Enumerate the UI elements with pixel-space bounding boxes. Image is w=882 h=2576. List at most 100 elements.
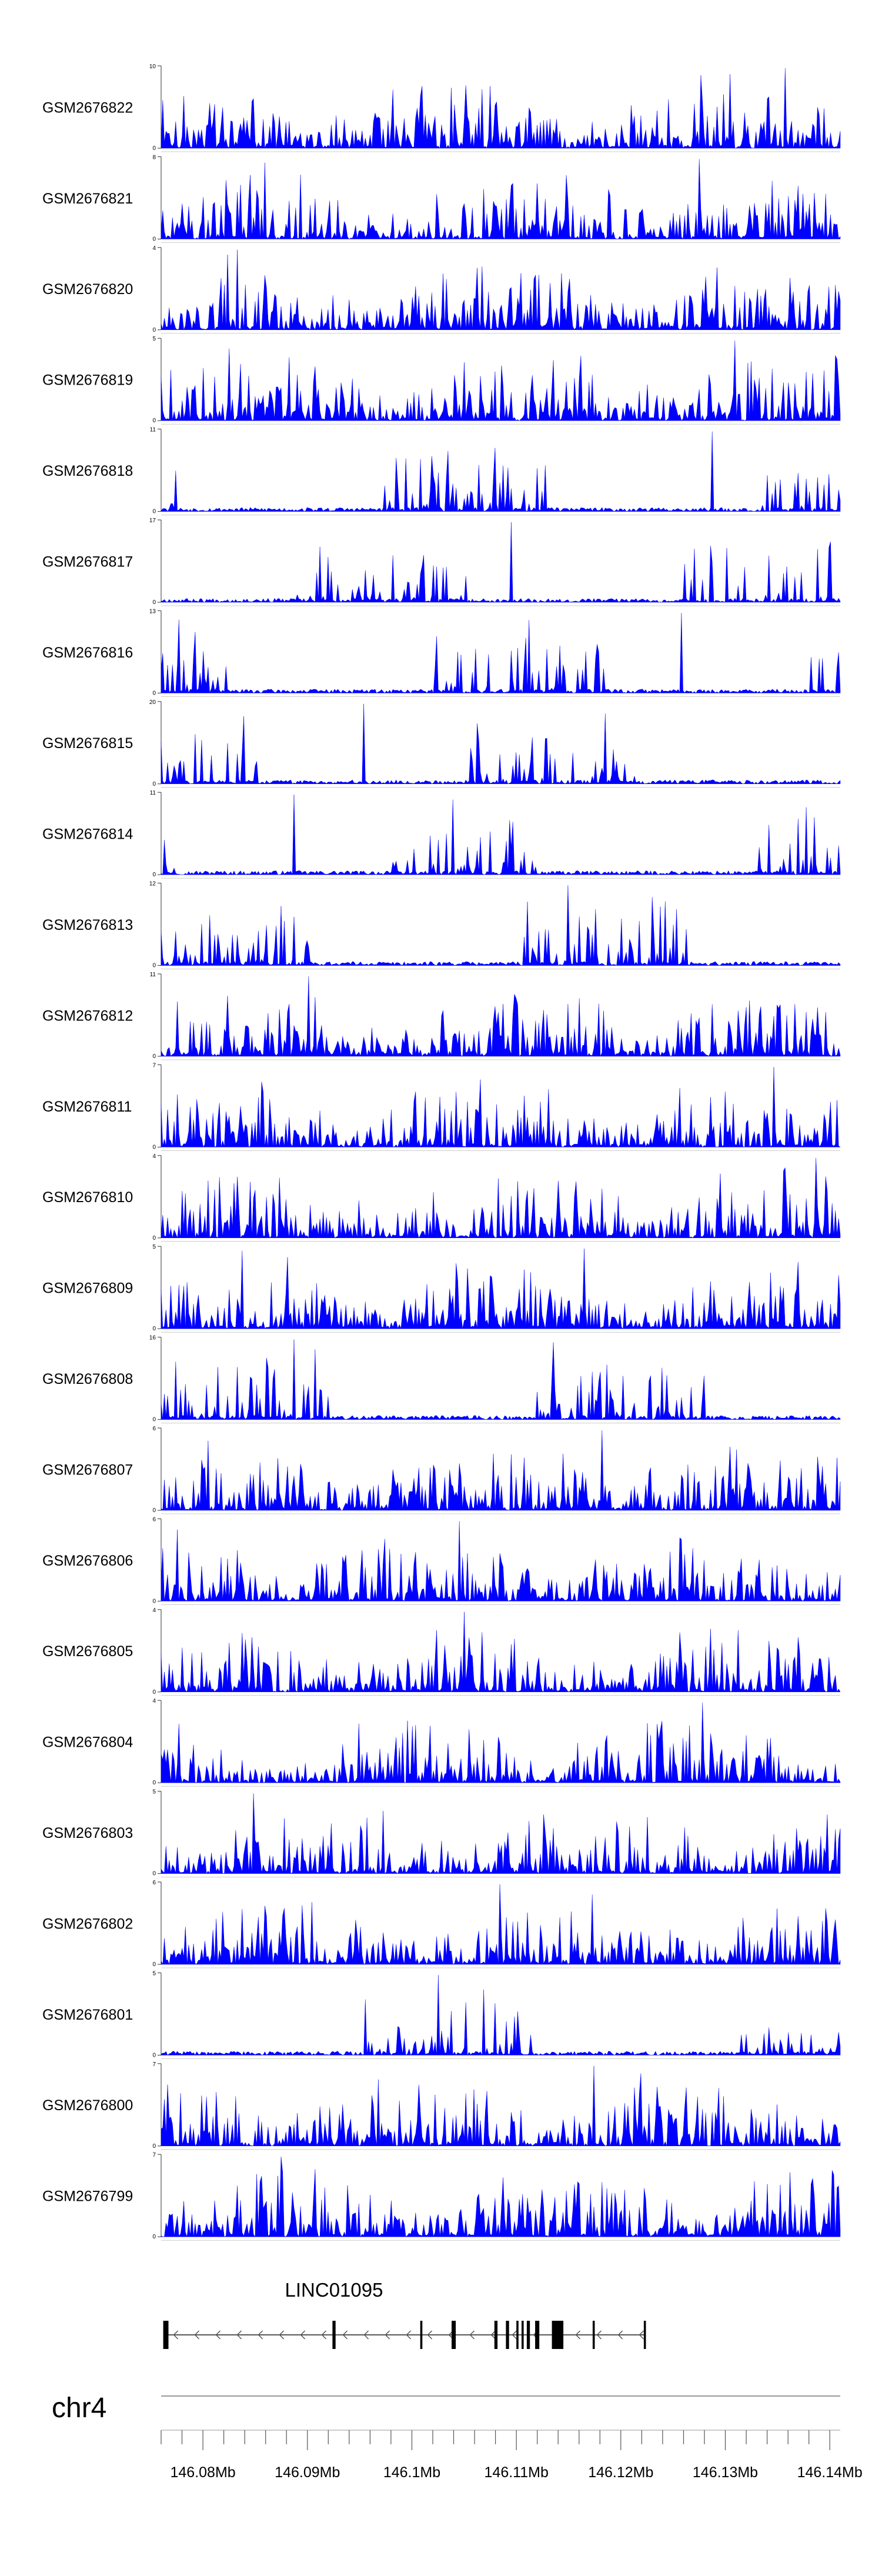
gene-exon (592, 2321, 595, 2349)
track-label: GSM2676816 (42, 645, 133, 661)
y-tick-label-max: 6 (152, 1426, 156, 1432)
gene-track: LINC01095 (163, 2279, 646, 2349)
gene-name-label: LINC01095 (285, 2279, 383, 2301)
y-tick-label-min: 0 (152, 599, 156, 606)
track-GSM2676810: GSM2676810 4 0 (42, 1153, 841, 1242)
gene-exon (332, 2321, 336, 2349)
track-GSM2676817: GSM2676817 17 0 (42, 518, 841, 606)
y-tick-label-min: 0 (152, 1053, 156, 1060)
track-label: GSM2676813 (42, 917, 133, 933)
y-tick-label-max: 11 (150, 427, 156, 433)
coverage-area (161, 1703, 841, 1783)
coverage-area (161, 976, 841, 1057)
y-tick-label-max: 5 (152, 1970, 156, 1977)
track-GSM2676803: GSM2676803 5 0 (42, 1789, 841, 1878)
x-tick-label: 146.08Mb (170, 2464, 235, 2481)
track-label: GSM2676802 (42, 1916, 133, 1932)
track-GSM2676802: GSM2676802 6 0 (42, 1880, 841, 1968)
coverage-area (161, 68, 841, 149)
y-tick-label-min: 0 (152, 1689, 156, 1696)
y-tick-label-min: 0 (152, 1780, 156, 1786)
y-tick-label-min: 0 (152, 1961, 156, 1968)
y-tick-label-min: 0 (152, 690, 156, 696)
y-tick-label-min: 0 (152, 327, 156, 333)
strand-arrow (617, 2330, 623, 2340)
x-tick-label: 146.09Mb (275, 2464, 340, 2481)
strand-arrow (173, 2330, 179, 2340)
track-label: GSM2676800 (42, 2097, 133, 2114)
strand-arrow (490, 2330, 496, 2340)
track-label: GSM2676801 (42, 2007, 133, 2023)
strand-arrow (321, 2330, 327, 2340)
coverage-area (161, 249, 841, 331)
y-tick-label-min: 0 (152, 1326, 156, 1332)
y-tick-label-max: 5 (152, 336, 156, 342)
strand-arrow (639, 2330, 644, 2340)
y-tick-label-max: 12 (149, 881, 156, 887)
coverage-area (161, 1884, 841, 1965)
track-label: GSM2676817 (42, 553, 133, 570)
track-label: GSM2676818 (42, 463, 133, 479)
track-GSM2676811: GSM2676811 7 0 (42, 1062, 841, 1151)
y-tick-label-max: 4 (152, 1607, 156, 1614)
strand-arrow (469, 2330, 475, 2340)
coverage-area (161, 1793, 841, 1874)
track-label: GSM2676806 (42, 1553, 133, 1569)
coverage-area (161, 885, 841, 966)
track-GSM2676812: GSM2676812 11 0 (42, 972, 841, 1060)
coverage-area (161, 1339, 841, 1420)
y-tick-label-max: 5 (152, 1789, 156, 1796)
gene-exon (506, 2321, 509, 2349)
y-tick-label-min: 0 (152, 963, 156, 969)
track-GSM2676820: GSM2676820 4 0 (42, 245, 841, 334)
x-tick-label: 146.11Mb (485, 2464, 549, 2481)
gene-exon (163, 2321, 169, 2349)
track-label: GSM2676804 (42, 1734, 133, 1751)
y-tick-label-min: 0 (152, 418, 156, 424)
gene-exon (420, 2321, 423, 2349)
coverage-area (161, 1249, 841, 1329)
coverage-area (161, 795, 841, 875)
track-GSM2676801: GSM2676801 5 0 (42, 1970, 841, 2059)
strand-arrow (258, 2330, 263, 2340)
y-tick-label-min: 0 (152, 236, 156, 242)
strand-arrow (215, 2330, 221, 2340)
y-tick-label-min: 0 (152, 872, 156, 878)
coverage-area (161, 1067, 841, 1147)
track-label: GSM2676811 (42, 1099, 132, 1115)
track-label: GSM2676807 (42, 1461, 133, 1478)
coverage-area (161, 1157, 841, 1239)
strand-arrow (596, 2330, 602, 2340)
y-tick-label-min: 0 (152, 1871, 156, 1877)
gene-exon (516, 2321, 519, 2349)
track-label: GSM2676808 (42, 1371, 133, 1387)
y-tick-label-max: 7 (152, 1062, 156, 1069)
gene-exon (535, 2321, 540, 2349)
strand-arrow (512, 2330, 517, 2340)
genome-axis: chr4 146.08Mb 146.09Mb 146.1Mb 146.11Mb 146.… (52, 2393, 863, 2481)
y-tick-label-max: 16 (149, 1335, 156, 1342)
strand-arrow (300, 2330, 306, 2340)
y-tick-label-max: 10 (149, 64, 156, 70)
y-tick-label-max: 4 (152, 245, 156, 252)
track-GSM2676799: GSM2676799 7 0 (42, 2152, 841, 2241)
y-tick-label-max: 4 (152, 1698, 156, 1704)
x-tick-label: 146.1Mb (383, 2464, 440, 2481)
track-label: GSM2676819 (42, 372, 133, 389)
coverage-area (161, 1611, 841, 1693)
y-tick-label-min: 0 (152, 1598, 156, 1604)
track-GSM2676807: GSM2676807 6 0 (42, 1426, 841, 1514)
strand-arrow (279, 2330, 285, 2340)
track-GSM2676822: GSM2676822 10 0 (42, 64, 841, 152)
y-tick-label-max: 20 (149, 699, 156, 706)
track-GSM2676806: GSM2676806 6 0 (42, 1516, 841, 1605)
track-GSM2676814: GSM2676814 11 0 (42, 790, 841, 879)
y-tick-label-max: 13 (149, 608, 156, 615)
track-GSM2676805: GSM2676805 4 0 (42, 1607, 841, 1696)
coverage-tracks: GSM2676822100GSM267682180GSM267682040GSM… (42, 64, 841, 2241)
y-tick-label-min: 0 (152, 145, 156, 152)
x-tick-label: 146.12Mb (588, 2464, 653, 2481)
gene-exon (452, 2321, 456, 2349)
y-tick-label-max: 6 (152, 1516, 156, 1523)
coverage-area (161, 613, 841, 693)
